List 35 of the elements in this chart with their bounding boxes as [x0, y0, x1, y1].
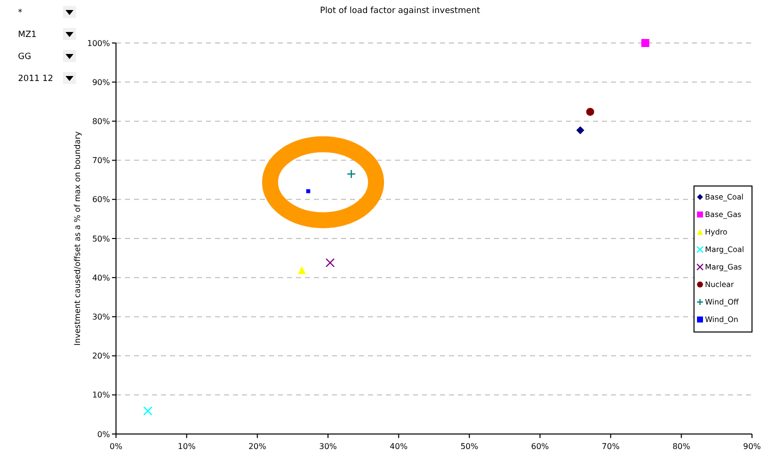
point — [346, 169, 356, 179]
y-tick-label: 90% — [92, 78, 110, 87]
point — [298, 266, 306, 274]
text: * — [18, 8, 22, 18]
point — [576, 126, 584, 134]
text: 2011 12 — [18, 74, 54, 84]
x-tick-label: 80% — [672, 442, 691, 451]
x-tick-label: 40% — [390, 442, 408, 451]
point — [143, 406, 152, 416]
x-tick-label: 20% — [248, 442, 267, 451]
y-tick-label: 0% — [97, 430, 110, 439]
y-tick-label: 70% — [92, 156, 110, 166]
x-tick-label: 30% — [319, 442, 338, 451]
y-tick-label: 20% — [92, 352, 110, 361]
point — [641, 39, 650, 47]
x-tick-label: 60% — [531, 442, 550, 451]
x-tick-label: 90% — [743, 442, 762, 451]
x-tick-label: 0% — [110, 442, 123, 451]
chart-title: Plot of load factor against investment — [320, 6, 481, 16]
point — [326, 258, 335, 268]
y-tick-label: 50% — [92, 234, 110, 244]
text: MZ1 — [18, 30, 37, 40]
y-axis-title: Investment caused/offset as a % of max on boundary — [73, 131, 82, 346]
point — [306, 189, 310, 194]
y-tick-label: 40% — [92, 273, 110, 282]
x-tick-label: 10% — [178, 442, 196, 451]
y-tick-label: 80% — [92, 117, 110, 126]
point — [586, 108, 594, 116]
y-tick-label: 10% — [92, 390, 110, 400]
y-tick-label: 60% — [92, 195, 110, 204]
text: GG — [18, 52, 32, 62]
y-tick-label: 30% — [92, 312, 110, 322]
x-tick-label: 70% — [602, 442, 620, 451]
x-tick-label: 50% — [460, 442, 479, 451]
y-tick-label: 100% — [87, 38, 110, 48]
